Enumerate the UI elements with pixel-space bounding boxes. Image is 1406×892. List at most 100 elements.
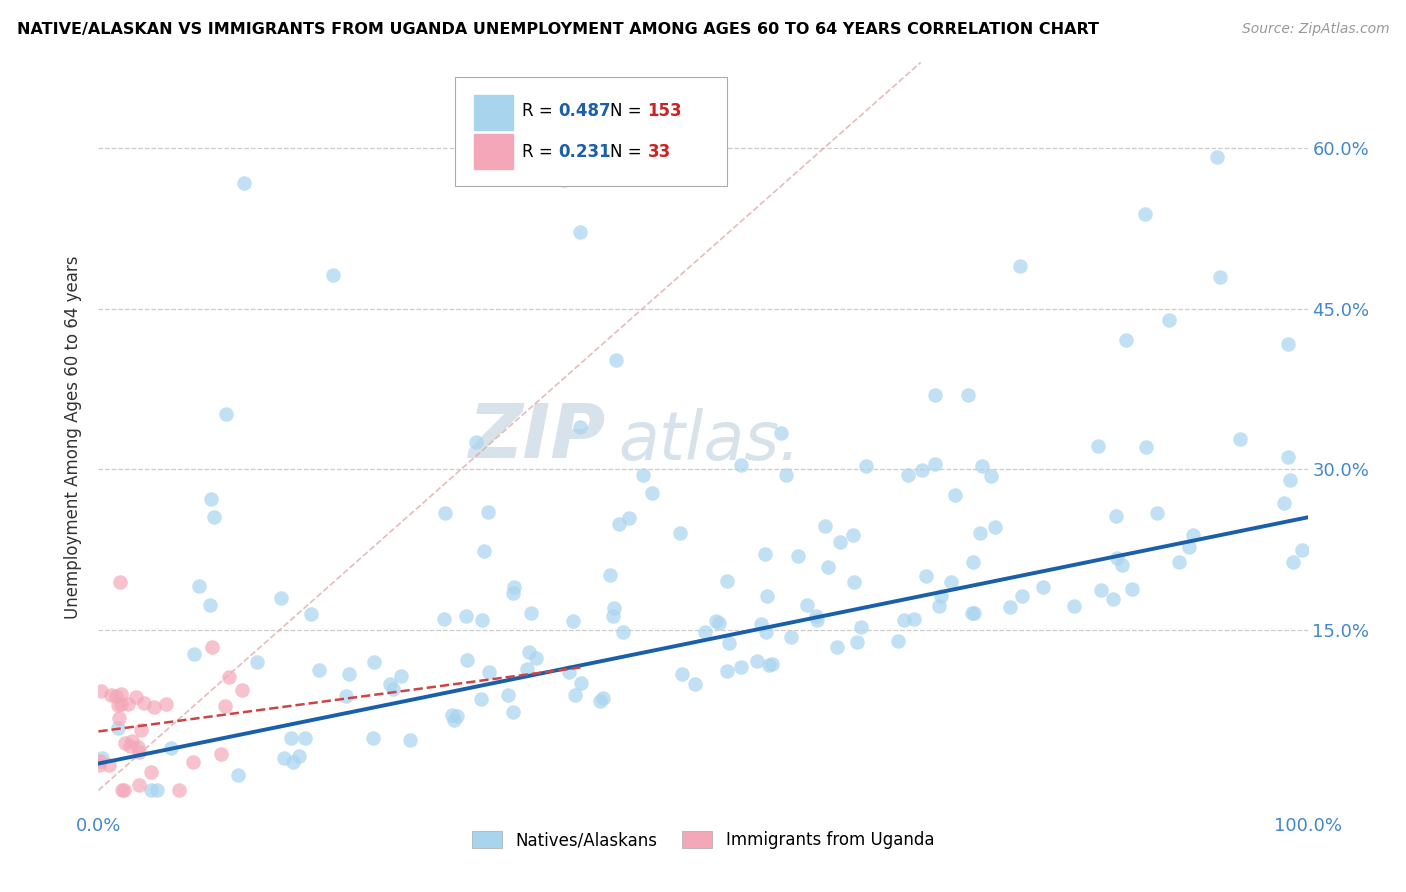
Point [669,525,692,540]
Point [589,694,612,708]
Point [939,575,962,590]
Point [1115,333,1137,347]
Point [707,616,730,631]
Point [433,506,456,520]
Point [855,458,877,473]
Point [516,662,538,676]
Point [389,669,412,683]
Text: 0.487: 0.487 [558,103,610,120]
Point [104,690,127,704]
Text: 33: 33 [647,143,671,161]
Point [893,613,915,627]
Point [817,559,839,574]
Point [477,505,499,519]
Point [769,426,792,441]
Point [107,698,129,713]
Point [128,778,150,792]
Point [943,488,966,502]
Point [1209,269,1232,284]
Point [1102,591,1125,606]
Point [1277,450,1299,465]
Point [695,624,717,639]
Point [756,589,779,603]
Point [903,612,925,626]
Point [456,608,478,623]
Point [502,586,524,600]
Point [1063,599,1085,613]
Point [98,757,121,772]
Point [441,708,464,723]
Point [283,755,305,769]
Point [963,607,986,621]
Point [519,606,541,620]
Point [851,620,873,634]
Point [842,575,865,590]
Point [605,353,627,368]
Point [246,655,269,669]
Point [108,710,131,724]
Point [1090,583,1112,598]
Point [1135,440,1157,454]
Point [718,635,741,649]
Y-axis label: Unemployment Among Ages 60 to 64 years: Unemployment Among Ages 60 to 64 years [65,255,83,619]
Point [804,608,827,623]
Point [215,407,238,421]
Point [828,535,851,549]
Point [969,526,991,541]
Point [89,755,111,769]
Point [120,739,142,754]
Point [640,486,662,500]
Point [980,469,1002,483]
Point [915,569,938,583]
Point [183,647,205,661]
Point [612,625,634,640]
Point [806,613,828,627]
Point [339,666,361,681]
Point [155,697,177,711]
Text: NATIVE/ALASKAN VS IMMIGRANTS FROM UGANDA UNEMPLOYMENT AMONG AGES 60 TO 64 YEARS : NATIVE/ALASKAN VS IMMIGRANTS FROM UGANDA… [17,22,1099,37]
Point [924,458,946,472]
Point [749,617,772,632]
Point [87,758,110,772]
Point [200,492,222,507]
Point [129,723,152,737]
Point [273,751,295,765]
Point [1011,589,1033,603]
Point [609,516,631,531]
Point [167,783,190,797]
Point [446,709,468,723]
Point [716,664,738,678]
Point [139,783,162,797]
Point [121,733,143,747]
Text: Source: ZipAtlas.com: Source: ZipAtlas.com [1241,22,1389,37]
Point [90,750,112,764]
Point [928,599,950,613]
Point [181,756,204,770]
Point [1105,550,1128,565]
Point [465,434,488,449]
Point [112,783,135,797]
Point [198,598,221,612]
Point [517,645,540,659]
Point [998,599,1021,614]
Point [887,633,910,648]
Point [754,547,776,561]
Point [568,420,591,434]
Point [842,527,865,541]
Point [117,697,139,711]
Point [553,173,575,187]
Point [280,731,302,745]
Point [592,691,614,706]
Point [110,697,132,711]
Point [1279,473,1302,487]
Point [201,640,224,654]
Point [1272,496,1295,510]
Point [960,606,983,620]
Point [730,659,752,673]
Point [132,696,155,710]
Point [231,682,253,697]
Point [787,549,810,564]
Point [1282,556,1305,570]
Point [378,677,401,691]
Point [929,589,952,603]
